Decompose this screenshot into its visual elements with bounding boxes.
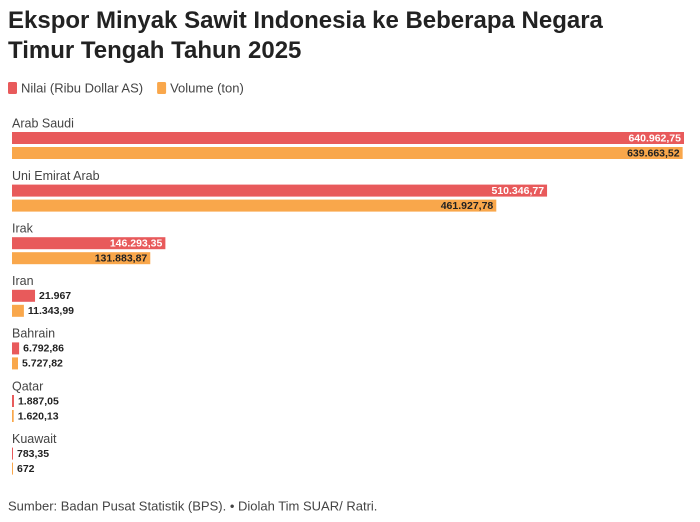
bar: [12, 147, 683, 159]
value-label: 639.663,52: [627, 147, 680, 159]
category-label: Arab Saudi: [12, 116, 74, 130]
value-label: 21.967: [39, 290, 71, 302]
value-label: 6.792,86: [23, 343, 64, 355]
category-label: Iran: [12, 274, 34, 288]
value-label: 461.927,78: [441, 200, 494, 212]
legend-swatch: [8, 82, 17, 94]
value-label: 1.620,13: [18, 410, 59, 422]
bar: [12, 304, 24, 317]
bar: [12, 184, 548, 197]
bar: [12, 462, 13, 475]
category-label: Uni Emirat Arab: [12, 169, 100, 183]
value-label: 672: [17, 463, 35, 475]
value-label: 11.343,99: [28, 305, 74, 317]
bar: [12, 410, 14, 422]
bar: [12, 289, 36, 302]
bar: [12, 357, 19, 370]
legend-label: Nilai (Ribu Dollar AS): [21, 80, 143, 95]
value-label: 5.727,82: [22, 358, 63, 370]
category-label: Qatar: [12, 379, 43, 393]
bar: [12, 199, 497, 212]
bar: [12, 237, 166, 250]
bar: [12, 252, 151, 265]
value-label: 510.346,77: [491, 185, 544, 197]
value-label: 146.293,35: [110, 237, 163, 249]
legend-swatch: [157, 82, 167, 94]
source: Sumber: Badan Pusat Statistik (BPS). • D…: [8, 498, 377, 513]
bar: [12, 447, 13, 460]
value-label: 783,35: [17, 448, 49, 460]
bar: [12, 342, 20, 355]
value-label: 1.887,05: [18, 395, 59, 407]
bar: [12, 132, 684, 144]
value-label: 131.883,87: [95, 252, 148, 264]
value-label: 640.962,75: [628, 132, 681, 144]
category-label: Irak: [12, 221, 34, 235]
category-label: Kuawait: [12, 432, 57, 446]
bar: [12, 395, 14, 407]
legend-label: Volume (ton): [170, 80, 244, 95]
category-label: Bahrain: [12, 327, 55, 341]
chart-title: Ekspor Minyak Sawit Indonesia ke Beberap…: [8, 7, 604, 64]
